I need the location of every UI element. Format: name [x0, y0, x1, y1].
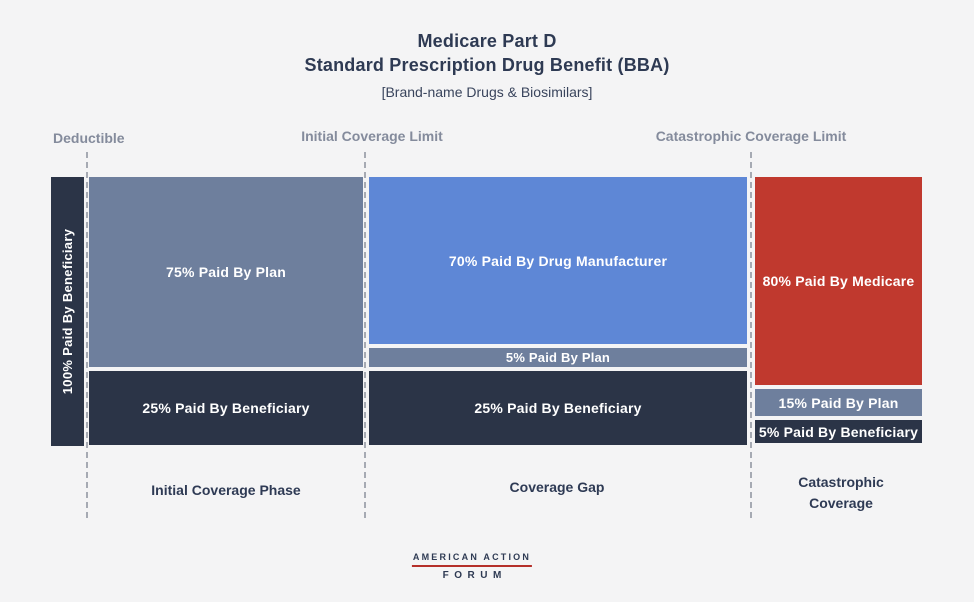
segment-gap-manufacturer: 70% Paid By Drug Manufacturer: [369, 177, 747, 344]
chart-subtitle: [Brand-name Drugs & Biosimilars]: [381, 84, 593, 100]
segment-gap-manufacturer-label: 70% Paid By Drug Manufacturer: [448, 252, 668, 269]
logo-line-2: FORUM: [442, 570, 507, 581]
segment-gap-beneficiary-label: 25% Paid By Beneficiary: [474, 400, 642, 416]
segment-catastrophic-plan-label: 15% Paid By Plan: [778, 394, 899, 411]
phase-label-coverage-gap: Coverage Gap: [509, 479, 605, 495]
logo-line-1: AMERICAN ACTION: [412, 552, 532, 562]
segment-initial-beneficiary: 25% Paid By Beneficiary: [89, 371, 363, 445]
segment-deductible-beneficiary: 100% Paid By Beneficiary: [51, 177, 84, 446]
segment-catastrophic-beneficiary-label: 5% Paid By Beneficiary: [758, 423, 919, 440]
segment-gap-plan: 5% Paid By Plan: [369, 348, 747, 367]
segment-catastrophic-plan: 15% Paid By Plan: [755, 389, 922, 416]
title-line-1: Medicare Part D: [417, 31, 557, 51]
chart-header: Medicare Part D Standard Prescription Dr…: [0, 29, 974, 102]
segment-initial-beneficiary-label: 25% Paid By Beneficiary: [142, 400, 310, 416]
american-action-forum-logo: AMERICAN ACTION FORUM: [411, 552, 533, 581]
segment-catastrophic-beneficiary: 5% Paid By Beneficiary: [755, 420, 922, 443]
initial-coverage-limit-line: [364, 152, 366, 518]
segment-deductible-beneficiary-label: 100% Paid By Beneficiary: [60, 228, 76, 395]
segment-gap-beneficiary: 25% Paid By Beneficiary: [369, 371, 747, 445]
segment-catastrophic-medicare: 80% Paid By Medicare: [755, 177, 922, 385]
phase-label-initial-coverage: Initial Coverage Phase: [151, 482, 301, 498]
segment-gap-plan-label: 5% Paid By Plan: [505, 350, 611, 365]
title-line-2: Standard Prescription Drug Benefit (BBA): [304, 55, 670, 75]
initial-coverage-limit-label: Initial Coverage Limit: [301, 128, 443, 144]
deductible-limit-label: Deductible: [53, 130, 125, 146]
phase-label-catastrophic-coverage: Catastrophic Coverage: [798, 474, 884, 511]
segment-initial-plan-label: 75% Paid By Plan: [166, 264, 286, 280]
segment-catastrophic-medicare-label: 80% Paid By Medicare: [762, 273, 915, 289]
catastrophic-coverage-limit-line: [750, 152, 752, 518]
logo-red-rule: [411, 565, 533, 567]
deductible-threshold-line: [86, 152, 88, 518]
catastrophic-coverage-limit-label: Catastrophic Coverage Limit: [655, 128, 847, 144]
segment-initial-plan: 75% Paid By Plan: [89, 177, 363, 367]
